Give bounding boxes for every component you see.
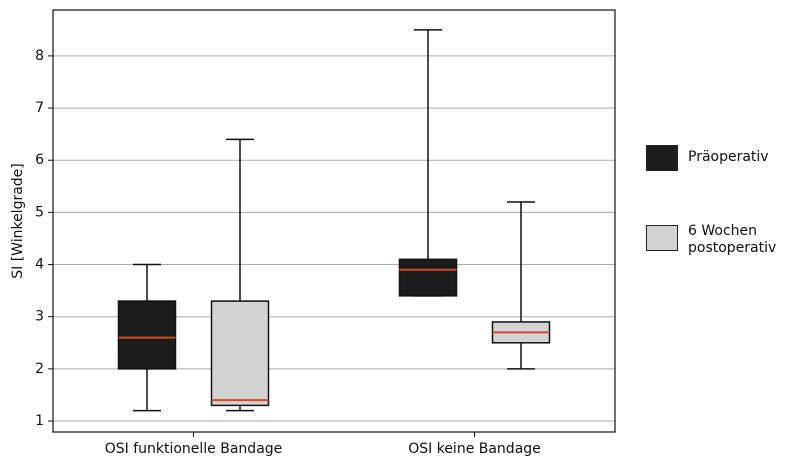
y-tick-label: 6 bbox=[35, 152, 44, 168]
x-tick-label: OSI funktionelle Bandage bbox=[105, 441, 283, 457]
legend-swatch bbox=[646, 145, 678, 171]
y-tick-label: 5 bbox=[35, 204, 44, 220]
legend-swatch bbox=[646, 225, 678, 251]
y-tick-label: 4 bbox=[35, 257, 44, 273]
legend-entry: Präoperativ bbox=[646, 145, 798, 171]
y-tick-label: 7 bbox=[35, 100, 44, 116]
y-tick-label: 3 bbox=[35, 309, 44, 325]
box bbox=[117, 300, 177, 370]
box bbox=[210, 300, 270, 407]
y-tick-label: 8 bbox=[35, 48, 44, 64]
x-tick-label: OSI keine Bandage bbox=[408, 441, 541, 457]
y-tick-label: 2 bbox=[35, 361, 44, 377]
legend-entry: 6 Wochen postoperativ bbox=[646, 223, 798, 257]
legend-label: 6 Wochen postoperativ bbox=[688, 223, 777, 256]
plot-frame bbox=[52, 9, 616, 433]
y-axis-label: SI [Winkelgrade] bbox=[10, 163, 26, 279]
y-tick-label: 1 bbox=[35, 413, 44, 429]
box bbox=[398, 258, 458, 297]
legend-label: Präoperativ bbox=[688, 149, 769, 165]
